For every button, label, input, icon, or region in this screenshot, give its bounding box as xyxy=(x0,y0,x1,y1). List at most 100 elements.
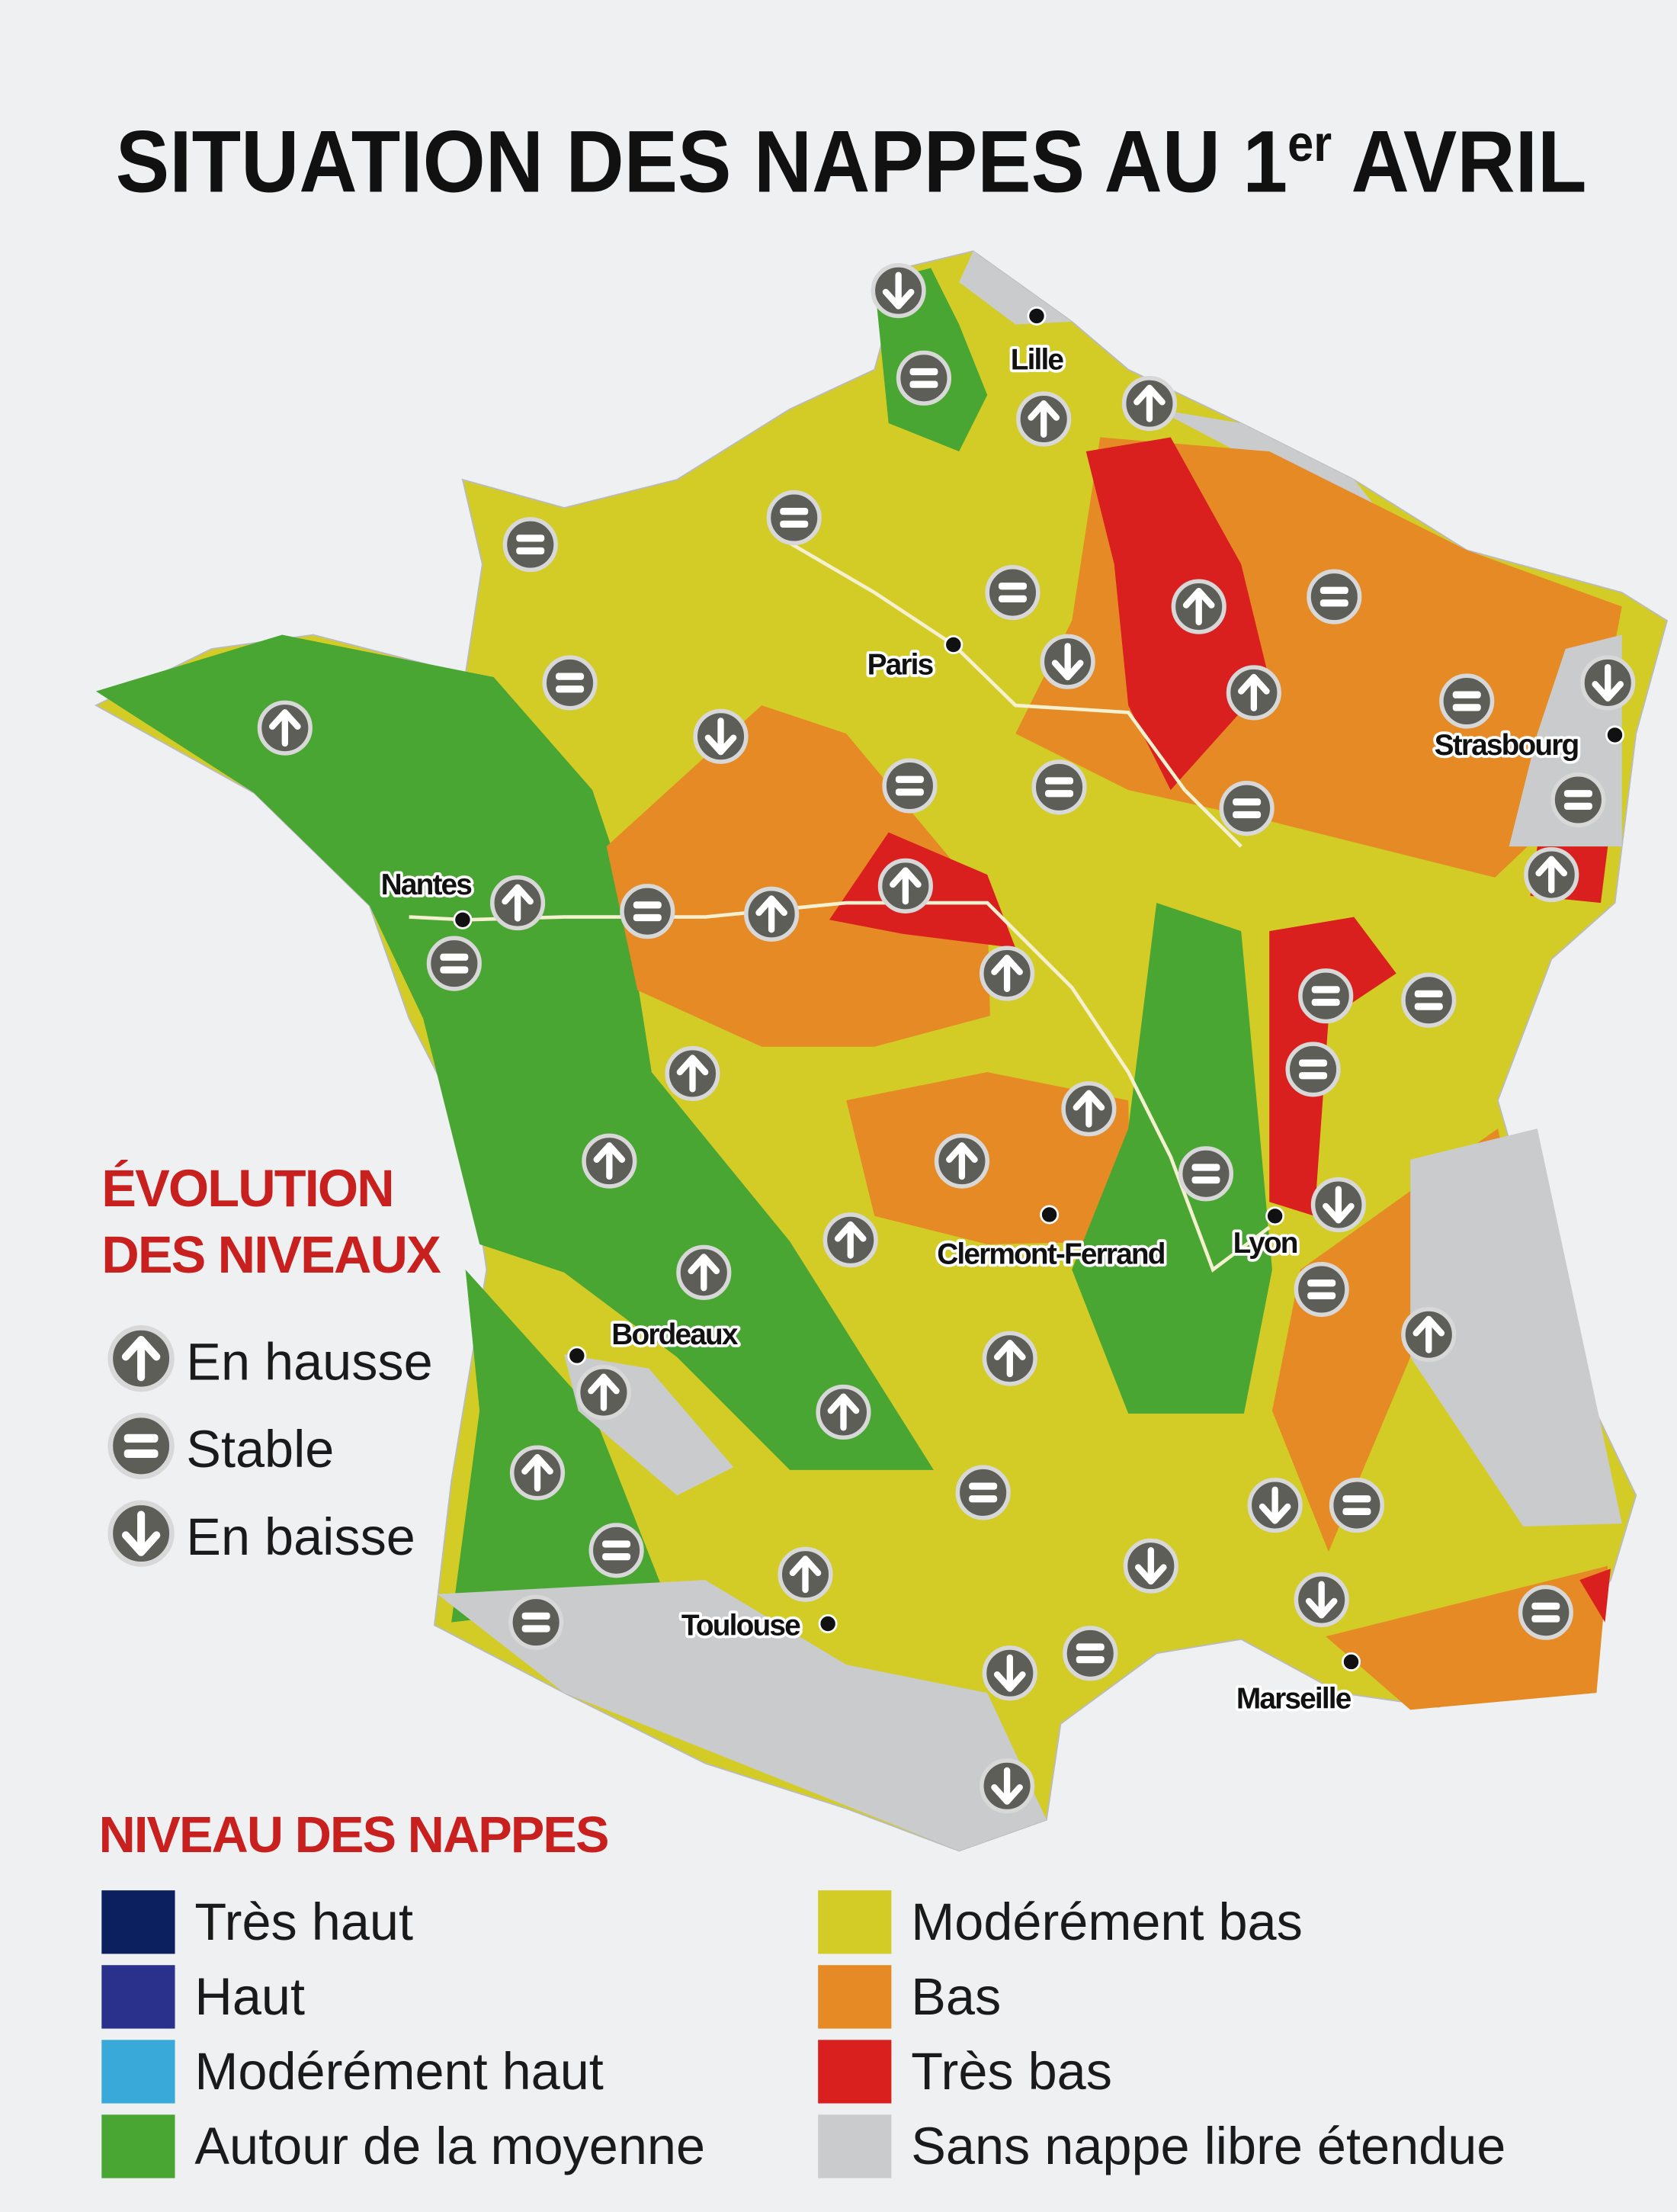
icon-bar xyxy=(1563,802,1592,810)
icon-bar xyxy=(123,1449,159,1459)
trend-icon xyxy=(509,1445,566,1501)
level-label: Autour de la moyenne xyxy=(194,2117,705,2175)
icon-arrow xyxy=(1412,1315,1445,1353)
city-label: Lille xyxy=(1011,344,1064,377)
icon-bar xyxy=(1342,1507,1371,1516)
trend-icon xyxy=(816,1384,871,1440)
trend-icon xyxy=(1063,1626,1118,1681)
icon-arrow xyxy=(946,1142,978,1180)
icon-bar xyxy=(969,1495,998,1503)
city-dot xyxy=(453,910,473,929)
icon-arrow xyxy=(593,1142,626,1180)
trend-icon xyxy=(1310,1177,1366,1233)
city-dot xyxy=(944,635,964,654)
icon-bar xyxy=(1233,811,1262,819)
icon-arrow xyxy=(789,1555,822,1594)
icon-circle xyxy=(1329,1478,1384,1533)
icon-bar xyxy=(998,595,1027,603)
icon-bar xyxy=(1319,586,1348,594)
icon-circle xyxy=(502,517,558,573)
icon-circle xyxy=(1063,1626,1118,1681)
trend-icon xyxy=(766,490,822,546)
icon-bar xyxy=(1191,1164,1220,1171)
trend-icon xyxy=(1401,1307,1457,1363)
icon-arrow xyxy=(1051,643,1084,681)
evolution-title: ÉVOLUTION xyxy=(101,1159,393,1218)
level-label: Haut xyxy=(194,1967,305,2026)
icon-arrow xyxy=(1305,1581,1338,1619)
city-label: Clermont-Ferrand xyxy=(937,1238,1165,1271)
trend-icon xyxy=(508,1594,564,1650)
city-label: Bordeaux xyxy=(611,1318,739,1351)
icon-bar xyxy=(1414,1003,1443,1010)
trend-icon xyxy=(576,1364,632,1421)
icon-arrow xyxy=(993,1654,1026,1692)
trend-icon xyxy=(1329,1478,1384,1533)
icon-bar xyxy=(1531,1615,1560,1623)
level-label: Modérément haut xyxy=(194,2042,603,2101)
icon-bar xyxy=(1307,1292,1336,1299)
city-dot xyxy=(1342,1652,1361,1671)
level-swatch xyxy=(818,1965,892,2029)
trend-icon xyxy=(257,700,313,756)
icon-circle xyxy=(882,758,938,814)
level-swatch xyxy=(101,2040,175,2104)
level-swatch xyxy=(101,1890,175,1954)
trend-icon xyxy=(1226,665,1281,721)
trend-icon xyxy=(107,1412,175,1480)
level-swatch xyxy=(101,2114,175,2178)
trend-icon xyxy=(1219,781,1275,836)
icon-arrow xyxy=(827,1393,860,1431)
icon-circle xyxy=(1178,1146,1234,1202)
title: SITUATION DES NAPPES AU 1er AVRIL xyxy=(116,114,1587,211)
trend-icon xyxy=(1524,847,1579,903)
evolution-item: En hausse xyxy=(186,1332,432,1391)
level-swatch xyxy=(818,2114,892,2178)
city-label: Nantes xyxy=(381,868,473,901)
icon-bar xyxy=(895,775,924,783)
legend: ÉVOLUTION DES NIVEAUX En hausse Stable En ba… xyxy=(99,1159,1505,2178)
icon-arrow xyxy=(1133,384,1166,422)
trend-icon xyxy=(982,1645,1037,1701)
icon-arrow xyxy=(1073,1090,1105,1128)
trend-icon xyxy=(877,858,933,913)
icon-bar xyxy=(1045,790,1074,798)
icon-arrow xyxy=(755,895,787,933)
icon-circle xyxy=(1294,1261,1349,1318)
levels-title: NIVEAU DES NAPPES xyxy=(99,1807,608,1864)
city-dot xyxy=(1027,306,1047,326)
icon-circle xyxy=(1219,781,1275,836)
level-swatch xyxy=(818,1890,892,1954)
trend-icon xyxy=(980,1758,1035,1814)
trend-icon xyxy=(1294,1261,1349,1318)
region xyxy=(1410,1128,1622,1527)
trend-icon xyxy=(1518,1584,1573,1640)
icon-circle xyxy=(1285,1042,1341,1097)
icon-bar xyxy=(1191,1177,1220,1184)
trend-icon xyxy=(1121,376,1178,432)
trend-icon xyxy=(1439,673,1495,729)
city-dot xyxy=(1265,1206,1285,1226)
icon-arrow xyxy=(121,1511,161,1556)
trend-icon xyxy=(1040,634,1095,689)
icon-arrow xyxy=(1134,1547,1167,1585)
trend-icon xyxy=(542,655,598,711)
icon-arrow xyxy=(1028,400,1060,438)
trend-icon xyxy=(1285,1042,1341,1097)
icon-circle xyxy=(896,350,952,406)
title-sup: er xyxy=(1287,116,1332,172)
icon-arrow xyxy=(502,884,534,922)
icon-circle xyxy=(1298,968,1354,1024)
icon-arrow xyxy=(890,867,922,905)
trend-icon xyxy=(1298,968,1354,1024)
icon-arrow xyxy=(688,1254,720,1292)
river xyxy=(789,541,1243,848)
icon-arrow xyxy=(1182,588,1215,626)
icon-circle xyxy=(426,936,482,991)
trend-icon xyxy=(665,1045,720,1102)
trend-icon xyxy=(107,1500,175,1567)
icon-bar xyxy=(1531,1602,1560,1610)
icon-arrow xyxy=(676,1055,709,1093)
city-dot xyxy=(1605,725,1624,745)
city-label: Toulouse xyxy=(681,1609,800,1642)
